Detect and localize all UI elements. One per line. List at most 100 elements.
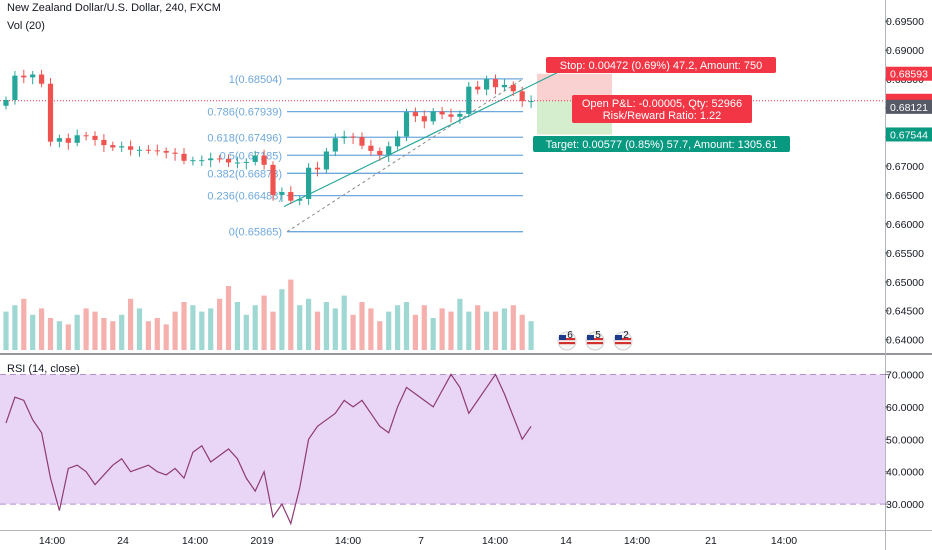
volume-bar	[199, 311, 205, 350]
volume-bar	[323, 302, 329, 350]
volume-bar	[243, 314, 249, 350]
stop-label-text: Stop: 0.00472 (0.69%) 47.2, Amount: 750	[560, 60, 762, 72]
volume-bar	[136, 308, 143, 350]
volume-bar	[368, 308, 374, 350]
rsi-label: RSI (14, close)	[7, 363, 80, 375]
candle-body	[430, 111, 436, 122]
candle-body	[475, 86, 481, 90]
candle-body	[261, 155, 267, 165]
volume-bar	[421, 305, 427, 350]
volume-bar	[297, 305, 303, 350]
volume-bar	[430, 318, 436, 350]
flag-stripe	[615, 342, 631, 345]
candle-body	[181, 153, 187, 161]
volume-bar	[439, 308, 445, 350]
flag-stripe	[587, 338, 603, 341]
price-tick-label: 0.65500	[886, 248, 924, 260]
candle-body	[377, 150, 383, 155]
rsi-band	[0, 374, 885, 505]
fib-level-label: 0.236(0.66488)	[207, 191, 282, 203]
rsi-tick-label: 50.0000	[886, 434, 924, 446]
fib-level-label: 0.382(0.66873)	[207, 168, 282, 180]
candle-body	[21, 75, 27, 78]
rsi-tick-label: 40.0000	[886, 467, 924, 479]
candle-body	[39, 74, 45, 84]
time-tick-label: 2019	[250, 535, 274, 547]
volume-bar	[21, 298, 27, 350]
volume-bar	[74, 314, 80, 350]
candle-body	[368, 145, 374, 151]
volume-bar	[270, 311, 276, 350]
price-marker-label: 0.68121	[890, 102, 928, 114]
volume-bar	[501, 308, 507, 350]
volume-bar	[154, 318, 160, 350]
volume-bar	[145, 321, 151, 350]
price-marker-bg	[886, 127, 932, 142]
candle-body	[484, 79, 490, 90]
candle-body	[172, 152, 178, 154]
volume-bar	[3, 311, 9, 350]
price-marker-bg	[886, 66, 932, 81]
volume-bar	[252, 305, 258, 350]
candle-body	[306, 167, 312, 199]
volume-bar	[448, 311, 454, 350]
candle-body	[270, 164, 276, 195]
volume-bar	[190, 305, 196, 350]
price-marker-label: 0.68593	[890, 69, 928, 81]
price-marker-bg	[886, 99, 932, 114]
volume-bar	[163, 324, 169, 350]
volume-bar	[314, 311, 321, 350]
time-tick-label: 21	[705, 535, 717, 547]
volume-bar	[395, 305, 401, 350]
volume-bar	[412, 314, 418, 350]
stop-label-bg	[546, 57, 776, 73]
volume-bar	[377, 321, 383, 350]
open-pnl-label: Open P&L: -0.00005, Qty: 52966Risk/Rewar…	[572, 95, 752, 123]
volume-bar	[332, 308, 338, 350]
time-tick-label: 24	[117, 535, 129, 547]
candle-body	[163, 150, 169, 153]
candle-body	[101, 139, 107, 146]
candle-body	[412, 112, 418, 117]
volume-bar	[119, 314, 125, 350]
candle-body	[457, 113, 463, 117]
volume-bar	[128, 298, 134, 350]
flag-stripe	[559, 342, 575, 345]
volume-bar	[181, 302, 187, 350]
volume-bar	[65, 324, 71, 350]
candle-body	[314, 167, 321, 170]
volume-bar	[466, 311, 472, 350]
trend-line	[283, 65, 571, 208]
candle-body	[225, 159, 232, 163]
candle-body	[341, 136, 347, 139]
candle-body	[466, 86, 472, 114]
price-tick-label: 0.64000	[886, 335, 924, 347]
volume-bar	[217, 298, 223, 350]
volume-bar	[306, 298, 312, 350]
target-label-text: Target: 0.00577 (0.85%) 57.7, Amount: 13…	[546, 139, 778, 151]
candle-body	[510, 84, 516, 92]
candle-body	[439, 111, 445, 115]
candle-body	[30, 74, 36, 78]
candle-body	[56, 138, 62, 142]
volume-bar	[475, 305, 481, 350]
candle-body	[190, 160, 196, 162]
target-label-bg	[533, 136, 790, 152]
candle-body	[128, 146, 134, 150]
volume-bar	[30, 314, 36, 350]
fib-level-label: 1(0.68504)	[229, 74, 282, 86]
flag-canton	[587, 335, 594, 340]
volume-bar	[92, 311, 98, 350]
rsi-tick-label: 30.0000	[886, 499, 924, 511]
candle-body	[243, 161, 249, 163]
candle-body	[288, 192, 294, 201]
flag-stripe	[615, 338, 631, 341]
volume-bar	[172, 311, 178, 350]
candle-body	[448, 114, 454, 117]
candle-body	[217, 158, 223, 160]
candle-body	[119, 146, 125, 148]
volume-bar	[39, 308, 45, 350]
open-pnl-label-text: Open P&L: -0.00005, Qty: 52966	[582, 98, 742, 110]
rsi-tick-label: 70.0000	[886, 369, 924, 381]
